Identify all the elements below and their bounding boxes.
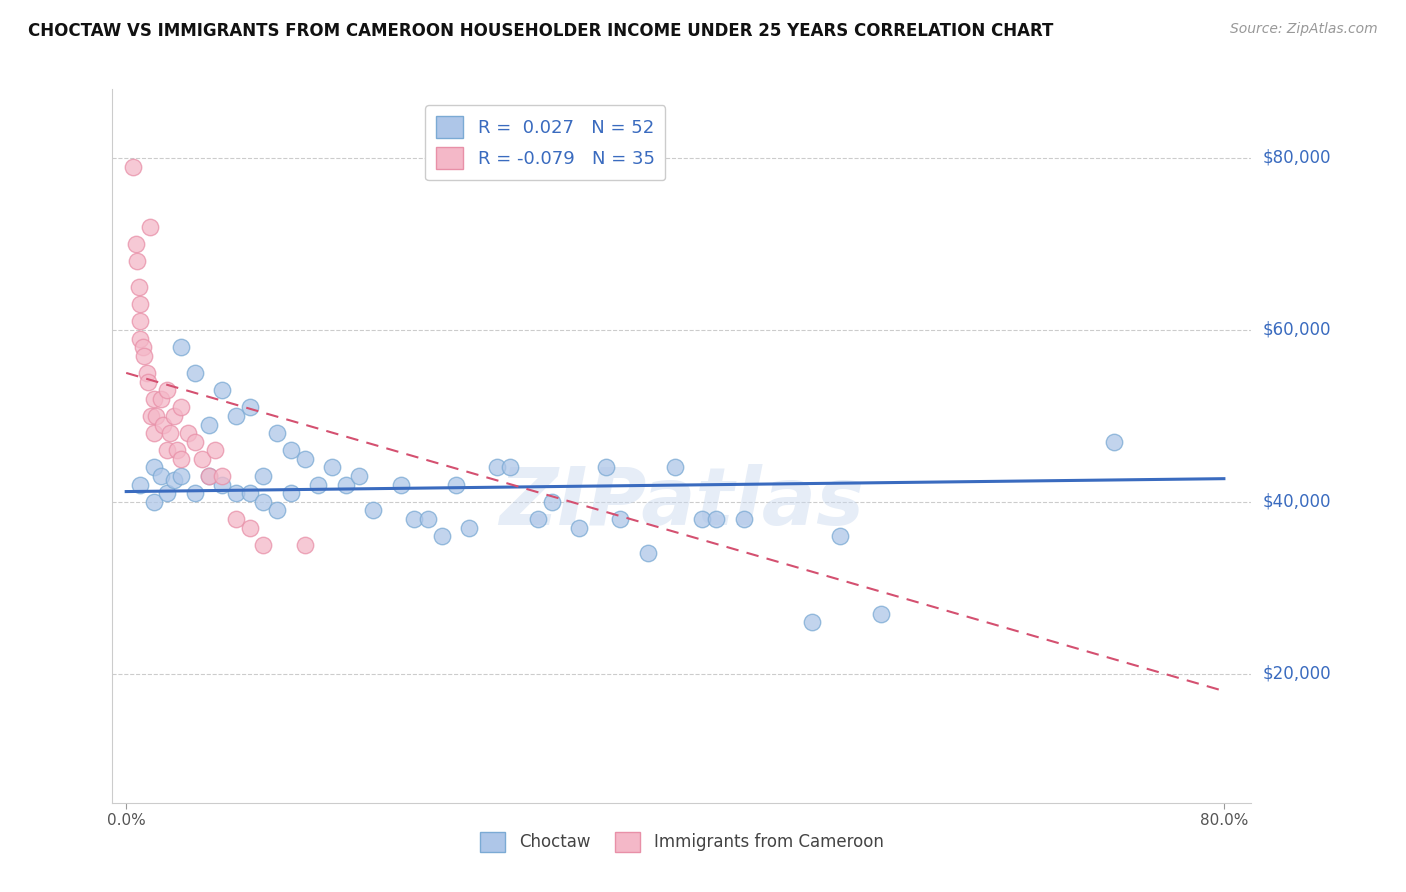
Point <box>527 512 550 526</box>
Point <box>170 469 193 483</box>
Point <box>349 469 371 483</box>
Point <box>156 443 179 458</box>
Point <box>801 615 824 630</box>
Point <box>828 529 851 543</box>
Point <box>485 460 508 475</box>
Point <box>170 451 193 466</box>
Point <box>142 392 165 406</box>
Point <box>190 451 212 466</box>
Point <box>637 546 659 560</box>
Point <box>184 486 207 500</box>
Point <box>211 477 233 491</box>
Point <box>389 477 412 491</box>
Point <box>280 486 302 500</box>
Point <box>568 521 591 535</box>
Point <box>129 332 152 346</box>
Point <box>163 409 186 423</box>
Point <box>361 503 384 517</box>
Point <box>184 366 207 380</box>
Point <box>307 477 329 491</box>
Point <box>152 417 174 432</box>
Text: Source: ZipAtlas.com: Source: ZipAtlas.com <box>1230 22 1378 37</box>
Point <box>1102 434 1125 449</box>
Point <box>122 160 145 174</box>
Point <box>170 401 193 415</box>
Point <box>225 512 247 526</box>
Text: $80,000: $80,000 <box>1263 149 1331 167</box>
Point <box>692 512 714 526</box>
Point <box>280 443 302 458</box>
Point <box>156 383 179 397</box>
Point <box>225 486 247 500</box>
Point <box>132 349 155 363</box>
Point <box>444 477 467 491</box>
Point <box>595 460 617 475</box>
Point <box>149 469 172 483</box>
Point <box>294 538 316 552</box>
Point <box>142 460 165 475</box>
Point <box>204 443 226 458</box>
Point <box>135 366 157 380</box>
Point <box>252 538 274 552</box>
Point <box>166 443 188 458</box>
Point <box>138 219 160 234</box>
Point <box>149 392 172 406</box>
Point <box>266 503 288 517</box>
Point <box>139 409 162 423</box>
Point <box>142 426 165 441</box>
Point <box>129 314 152 328</box>
Point <box>239 521 262 535</box>
Point <box>197 469 219 483</box>
Point <box>609 512 631 526</box>
Point <box>499 460 522 475</box>
Text: $40,000: $40,000 <box>1263 493 1331 511</box>
Point <box>239 486 262 500</box>
Text: $60,000: $60,000 <box>1263 321 1331 339</box>
Point <box>142 495 165 509</box>
Point <box>704 512 727 526</box>
Text: CHOCTAW VS IMMIGRANTS FROM CAMEROON HOUSEHOLDER INCOME UNDER 25 YEARS CORRELATIO: CHOCTAW VS IMMIGRANTS FROM CAMEROON HOUS… <box>28 22 1053 40</box>
Point <box>458 521 481 535</box>
Point <box>197 469 219 483</box>
Text: $20,000: $20,000 <box>1263 665 1331 683</box>
Point <box>870 607 893 621</box>
Point <box>266 426 288 441</box>
Point <box>136 375 159 389</box>
Point <box>294 451 316 466</box>
Point <box>321 460 343 475</box>
Point <box>540 495 562 509</box>
Point <box>733 512 755 526</box>
Point <box>125 236 148 251</box>
Point <box>664 460 686 475</box>
Point <box>225 409 247 423</box>
Point <box>404 512 426 526</box>
Point <box>156 486 179 500</box>
Point <box>239 401 262 415</box>
Point <box>416 512 439 526</box>
Point <box>252 495 274 509</box>
Point <box>170 340 193 354</box>
Point <box>159 426 181 441</box>
Point <box>131 340 153 354</box>
Text: ZIPatlas: ZIPatlas <box>499 464 865 542</box>
Point <box>211 383 233 397</box>
Point <box>129 297 152 311</box>
Point <box>211 469 233 483</box>
Point <box>163 474 186 488</box>
Point <box>335 477 357 491</box>
Point <box>430 529 453 543</box>
Point <box>184 434 207 449</box>
Point <box>129 477 152 491</box>
Legend: Choctaw, Immigrants from Cameroon: Choctaw, Immigrants from Cameroon <box>474 825 890 859</box>
Point <box>145 409 167 423</box>
Point <box>197 417 219 432</box>
Point <box>128 280 150 294</box>
Point <box>252 469 274 483</box>
Point <box>127 254 149 268</box>
Point <box>177 426 200 441</box>
